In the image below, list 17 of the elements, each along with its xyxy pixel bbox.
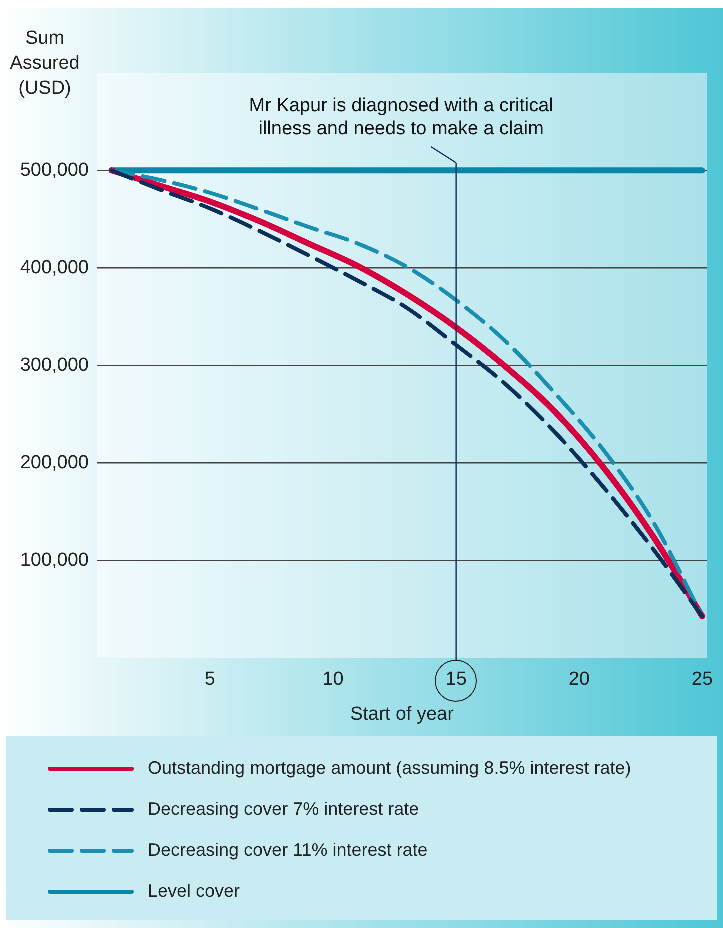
x-tick-label: 10 <box>322 669 344 690</box>
ref-line-label: Mr Kapur is diagnosed with a critical illness and needs to make a claim <box>249 96 554 140</box>
legend-label: Level cover <box>148 881 240 902</box>
x-axis-title: Start of year <box>350 704 455 725</box>
x-tick-label: 25 <box>692 669 714 690</box>
y-axis-title: Sum Assured (USD) <box>9 27 81 101</box>
legend-label: Decreasing cover 11% interest rate <box>148 840 428 861</box>
y-tick-label: 400,000 <box>20 257 89 278</box>
y-tick-label: 500,000 <box>20 160 89 181</box>
y-tick-label: 300,000 <box>20 354 89 376</box>
y-tick-label: 100,000 <box>20 550 89 572</box>
x-tick-label: 15 <box>446 669 467 690</box>
legend-label: Decreasing cover 7% interest rate <box>148 799 420 820</box>
x-tick-label: 5 <box>204 669 216 690</box>
legend-label: Outstanding mortgage amount (assuming 8.5% interest rate) <box>148 758 632 779</box>
y-tick-label: 200,000 <box>20 452 89 474</box>
x-tick-label: 20 <box>568 669 590 690</box>
